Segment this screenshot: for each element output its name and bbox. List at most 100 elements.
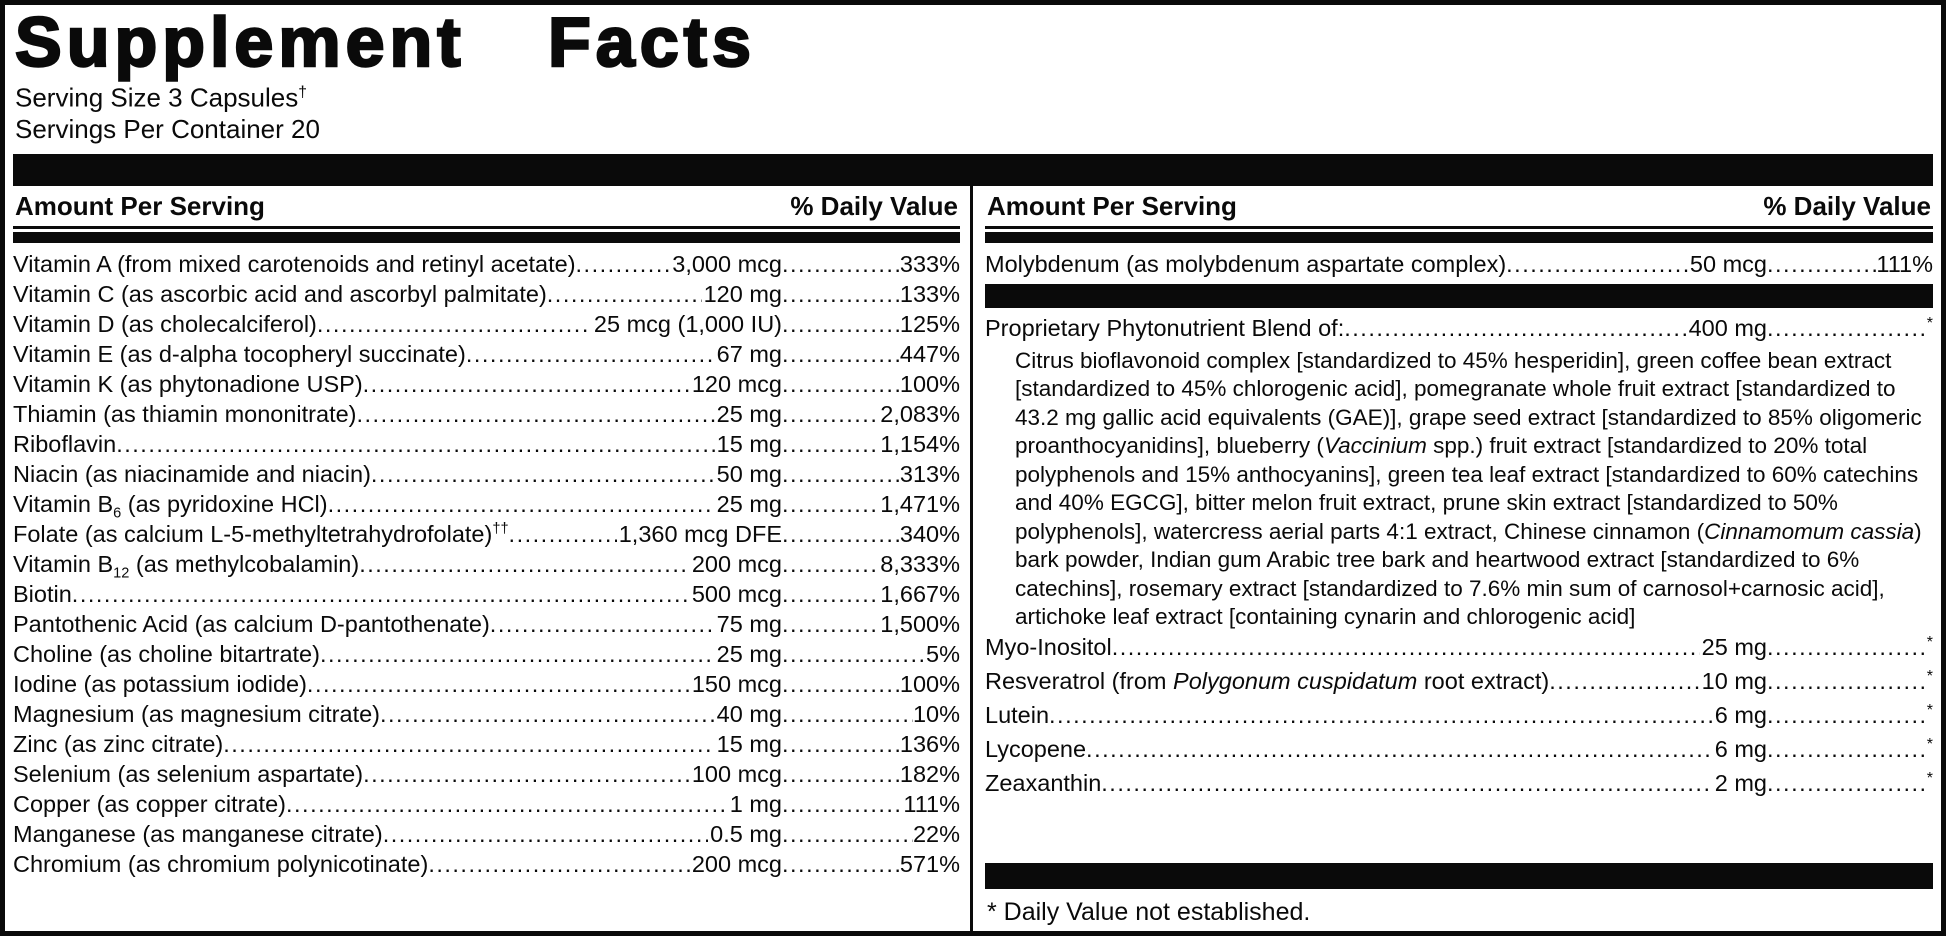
nutrient-name: Choline (as choline bitartrate) <box>13 639 320 669</box>
daily-value-percent: 5% <box>926 640 960 667</box>
nutrient-row: Manganese (as manganese citrate) 0.5 mg 22… <box>13 819 960 849</box>
daily-value-cell: 1,667% <box>782 579 960 609</box>
dot-leader <box>782 459 900 489</box>
dot-leader <box>1767 700 1927 730</box>
dot-leader <box>371 459 715 489</box>
text-segment: Pantothenic Acid (as calcium D-pantothen… <box>13 610 490 637</box>
daily-value-cell: 447% <box>782 339 960 369</box>
nutrient-amount: 2 mg <box>1714 769 1767 796</box>
nutrient-name: Vitamin C (as ascorbic acid and ascorbyl… <box>13 279 547 309</box>
daily-value-cell: 333% <box>782 249 960 279</box>
text-segment: Molybdenum (as molybdenum aspartate comp… <box>985 250 1507 277</box>
nutrient-row: Lycopene 6 mg * <box>985 734 1933 768</box>
serving-size-dagger-mark: † <box>298 84 307 101</box>
nutrient-row: Iodine (as potassium iodide) 150 mcg 100% <box>13 669 960 699</box>
dot-leader <box>359 549 690 579</box>
daily-value-cell: 111% <box>782 789 960 819</box>
daily-value-cell: 1,154% <box>782 429 960 459</box>
text-segment: Lutein <box>985 701 1050 728</box>
nutrient-row: Zinc (as zinc citrate) 15 mg 136% <box>13 729 960 759</box>
servings-per-container-line: Servings Per Container 20 <box>15 113 320 144</box>
text-segment: Iodine (as potassium iodide) <box>13 670 307 697</box>
daily-value-percent: 1,154% <box>880 430 960 457</box>
dot-leader <box>363 369 690 399</box>
nutrient-row: Vitamin D (as cholecalciferol) 25 mcg (1,… <box>13 309 960 339</box>
nutrient-amount: 120 mg <box>703 280 782 307</box>
daily-value-percent: 133% <box>899 280 960 307</box>
nutrient-row: Vitamin A (from mixed carotenoids and re… <box>13 249 960 279</box>
daily-value-percent: 182% <box>899 760 960 787</box>
dot-leader <box>509 519 617 549</box>
serving-size-text: Serving Size 3 Capsules <box>15 82 299 113</box>
nutrient-amount: 0.5 mg <box>710 820 782 847</box>
nutrient-name: Molybdenum (as molybdenum aspartate comp… <box>985 249 1506 279</box>
nutrient-amount: 25 mg <box>1701 633 1767 660</box>
nutrient-name: Riboflavin <box>13 429 116 459</box>
text-segment: Niacin (as niacinamide and niacin) <box>13 460 371 487</box>
nutrient-row: Magnesium (as magnesium citrate) 40 mg 10% <box>13 699 960 729</box>
nutrient-name: Vitamin B6 (as pyridoxine HCl) <box>13 489 328 522</box>
nutrient-name: Lutein <box>985 700 1049 730</box>
nutrient-row: Myo-Inositol 25 mg * <box>985 632 1933 666</box>
dot-leader <box>357 399 715 429</box>
dot-leader <box>1101 768 1712 798</box>
nutrient-amount: 3,000 mcg <box>672 250 782 277</box>
dot-leader <box>782 669 900 699</box>
text-segment: Choline (as choline bitartrate) <box>13 640 320 667</box>
text-segment: Citrus bioflavonoid complex [standardize… <box>1015 347 1922 459</box>
daily-value-percent: 571% <box>899 850 960 877</box>
daily-value-cell: 1,471% <box>782 489 960 519</box>
nutrient-name: Manganese (as manganese citrate) <box>13 819 383 849</box>
text-segment: 6 <box>113 505 122 522</box>
nutrient-amount: 67 mg <box>716 340 782 367</box>
nutrient-name: Proprietary Phytonutrient Blend of: <box>985 313 1344 343</box>
nutrient-row: Zeaxanthin 2 mg * <box>985 768 1933 802</box>
text-segment: 12 <box>113 565 130 582</box>
dot-leader <box>782 729 900 759</box>
daily-value-percent: 125% <box>899 310 960 337</box>
nutrient-row: Vitamin K (as phytonadione USP) 120 mcg 10… <box>13 369 960 399</box>
nutrient-name: Myo-Inositol <box>985 632 1112 662</box>
nutrient-row: Proprietary Phytonutrient Blend of: 400 m… <box>985 313 1933 347</box>
daily-value-cell: 100% <box>782 669 960 699</box>
right-top-nutrient-rows: Molybdenum (as molybdenum aspartate comp… <box>985 249 1933 279</box>
nutrient-amount: 200 mcg <box>691 550 782 577</box>
nutrient-name: Selenium (as selenium aspartate) <box>13 759 363 789</box>
nutrient-amount: 75 mg <box>716 610 782 637</box>
text-segment: Selenium (as selenium aspartate) <box>13 760 364 787</box>
dot-leader <box>782 519 900 549</box>
page-title: Supplement Facts <box>14 3 756 81</box>
serving-size-line: Serving Size 3 Capsules† <box>15 77 1931 114</box>
nutrient-row: Pantothenic Acid (as calcium D-pantothen… <box>13 609 960 639</box>
text-segment: Zinc (as zinc citrate) <box>13 730 224 757</box>
text-segment: Polygonum cuspidatum <box>1173 667 1418 694</box>
daily-value-cell: 313% <box>782 459 960 489</box>
nutrient-name: Chromium (as chromium polynicotinate) <box>13 849 428 879</box>
dot-leader <box>782 429 880 459</box>
nutrient-amount: 120 mcg <box>691 370 782 397</box>
nutrient-row: Riboflavin 15 mg 1,154% <box>13 429 960 459</box>
daily-value-percent: 111% <box>903 790 960 817</box>
dot-leader <box>782 249 900 279</box>
right-column-header: Amount Per Serving % Daily Value <box>985 186 1933 229</box>
dot-leader <box>428 849 690 879</box>
nutrient-name: Vitamin D (as cholecalciferol) <box>13 309 317 339</box>
blend-row: Proprietary Phytonutrient Blend of: 400 m… <box>985 313 1933 347</box>
right-column: Amount Per Serving % Daily Value Molybde… <box>973 186 1933 931</box>
daily-value-cell: 340% <box>782 519 960 549</box>
text-segment: Vitamin B <box>13 490 114 517</box>
dot-leader <box>1767 734 1927 764</box>
dot-leader <box>286 789 728 819</box>
dot-leader <box>490 609 715 639</box>
dot-leader <box>320 639 715 669</box>
nutrient-name: Niacin (as niacinamide and niacin) <box>13 459 371 489</box>
nutrient-amount: 50 mcg <box>1689 250 1767 277</box>
dot-leader <box>1112 632 1700 662</box>
daily-value-cell: 111% <box>1767 249 1933 279</box>
nutrient-row: Vitamin B12 (as methylcobalamin) 200 mcg 8… <box>13 549 960 582</box>
nutrient-name: Zeaxanthin <box>985 768 1101 798</box>
dot-leader <box>383 819 708 849</box>
daily-value-percent: 333% <box>899 250 960 277</box>
daily-value-cell: 1,500% <box>782 609 960 639</box>
nutrient-amount: 500 mcg <box>691 580 782 607</box>
